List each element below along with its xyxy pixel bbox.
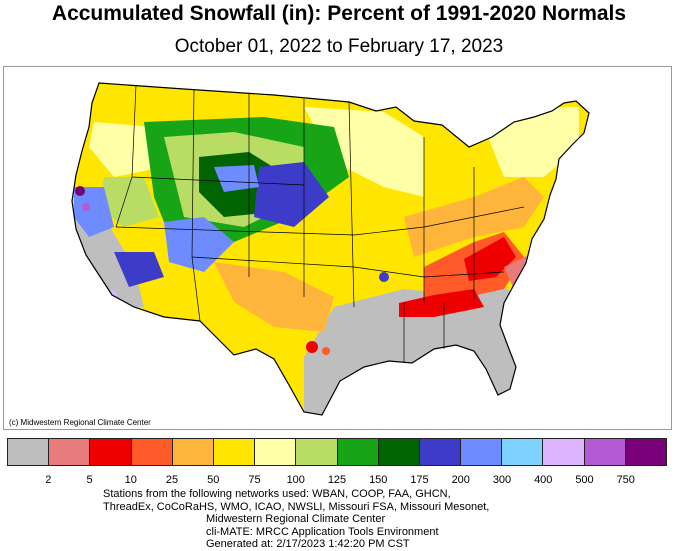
legend-swatch bbox=[378, 439, 420, 465]
map-subtitle: October 01, 2022 to February 17, 2023 bbox=[174, 36, 504, 57]
legend-swatch bbox=[502, 439, 544, 465]
legend-swatch bbox=[172, 439, 214, 465]
legend-tick-label: 200 bbox=[451, 474, 470, 486]
footer-line: cli-MATE: MRCC Application Tools Environ… bbox=[206, 525, 439, 538]
map-title: Accumulated Snowfall (in): Percent of 19… bbox=[51, 2, 627, 25]
map-panel: (c) Midwestern Regional Climate Center bbox=[3, 66, 672, 430]
map-credit: (c) Midwestern Regional Climate Center bbox=[7, 418, 153, 427]
footer-notes: Stations from the following networks use… bbox=[0, 488, 678, 551]
legend-tick-label: 75 bbox=[248, 474, 261, 486]
legend-tick-label: 100 bbox=[286, 474, 305, 486]
legend-tick-label: 400 bbox=[534, 474, 553, 486]
legend-tick-label: 300 bbox=[492, 474, 512, 486]
legend-swatch bbox=[461, 439, 503, 465]
legend-swatch bbox=[543, 439, 585, 465]
footer-line: Midwestern Regional Climate Center bbox=[206, 513, 386, 525]
legend-tick-label: 150 bbox=[369, 474, 388, 486]
legend-tick-label: 175 bbox=[410, 474, 429, 486]
legend-swatch bbox=[213, 439, 256, 465]
legend-tick-label: 50 bbox=[207, 474, 220, 486]
legend-tick-label: 25 bbox=[165, 474, 179, 486]
legend-swatch bbox=[337, 439, 379, 465]
legend-swatch bbox=[419, 439, 462, 465]
legend-swatch bbox=[90, 439, 132, 465]
footer-line: Stations from the following networks use… bbox=[103, 488, 451, 500]
legend-swatch bbox=[131, 439, 173, 465]
legend-tick-label: 750 bbox=[616, 474, 635, 486]
legend-swatch bbox=[296, 439, 338, 465]
legend-swatch bbox=[8, 439, 50, 465]
legend-swatch bbox=[625, 439, 666, 465]
footer-line: ThreadEx, CoCoRaHS, WMO, ICAO, NWSLI, Mi… bbox=[103, 500, 490, 513]
legend-tick-label: 5 bbox=[86, 474, 93, 486]
legend-tick-label: 500 bbox=[575, 474, 594, 486]
us-snowfall-map bbox=[71, 82, 590, 416]
legend-ticks: 2 5 10 25 50 75 100 125 150 175 200 300 400 500 750 bbox=[7, 474, 667, 488]
legend-tick-label: 2 bbox=[45, 474, 52, 486]
legend-swatch bbox=[49, 439, 91, 465]
legend-tick-label: 125 bbox=[327, 474, 347, 486]
color-legend bbox=[7, 438, 667, 466]
footer-line: Generated at: 2/17/2023 1:42:20 PM CST bbox=[206, 538, 410, 550]
legend-swatch bbox=[255, 439, 297, 465]
legend-tick-label: 10 bbox=[124, 474, 137, 486]
legend-swatch bbox=[584, 439, 626, 465]
